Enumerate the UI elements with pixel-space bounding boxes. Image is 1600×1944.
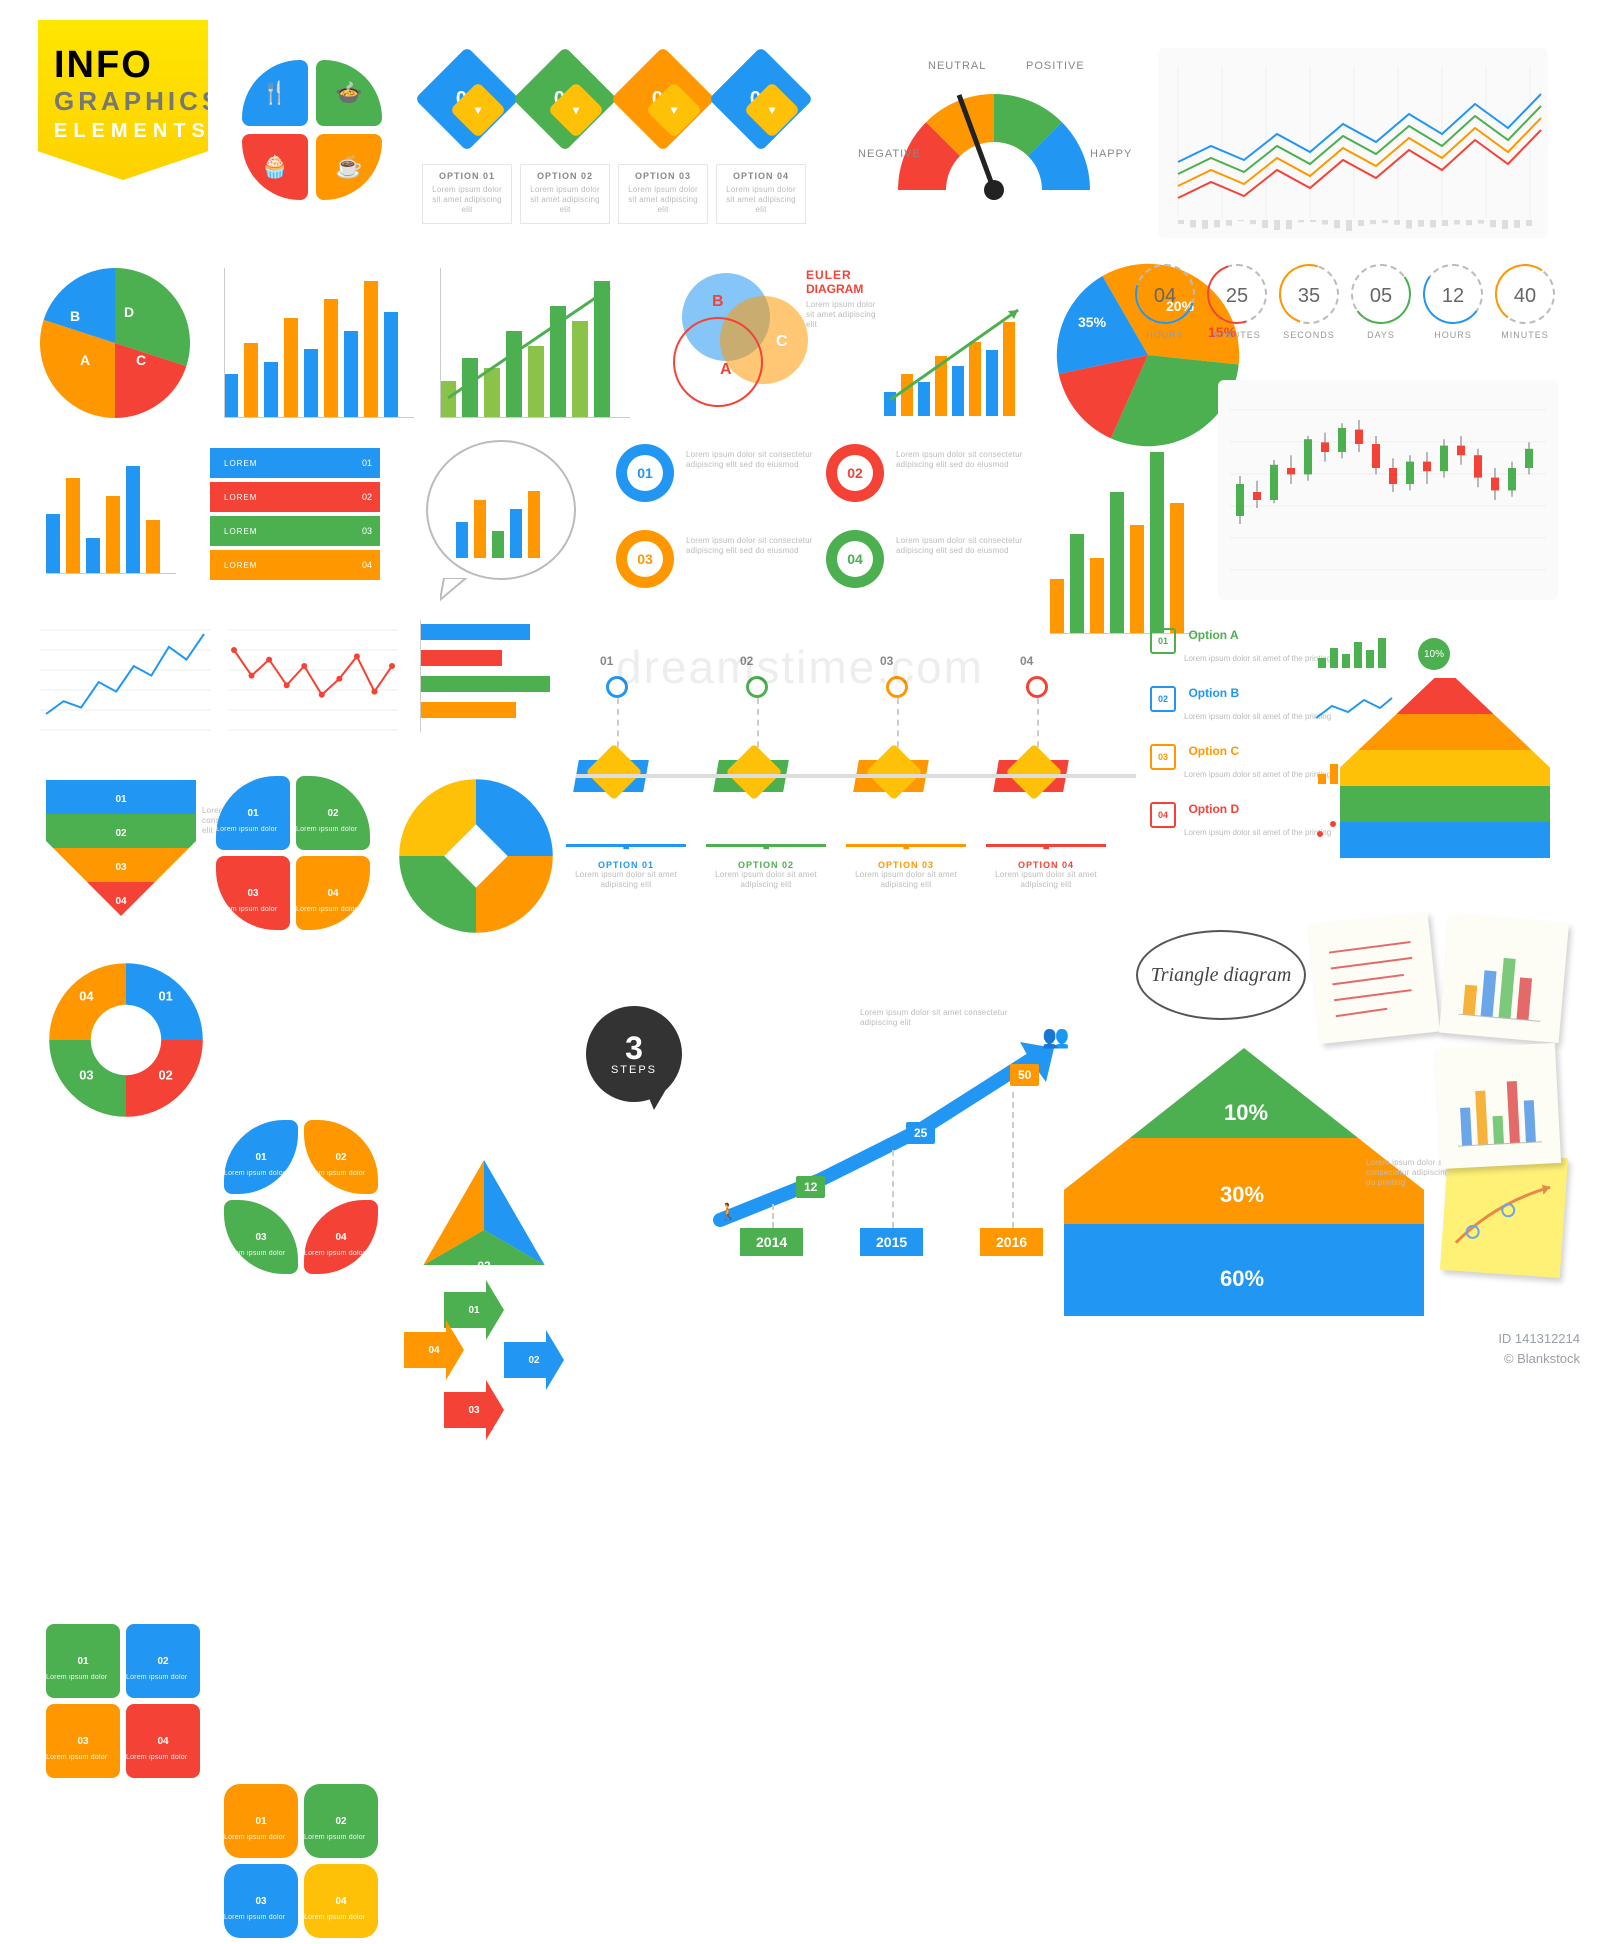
pie-small-b: B — [70, 308, 80, 324]
candlestick-chart — [1218, 380, 1558, 600]
dish-icon: 🍲 — [316, 60, 382, 126]
countdown-row: 04HOURS 25MINUTES 35SECONDS 05DAYS 12HOU… — [1130, 264, 1570, 364]
pie-inner — [396, 776, 556, 936]
pie-small-a: A — [80, 352, 90, 368]
three-steps-label: STEPS — [611, 1064, 657, 1076]
pyramid-big-l1: 10% — [1224, 1100, 1268, 1126]
circle-steps: 01 Lorem ipsum dolor sit consectetur adi… — [616, 444, 1036, 614]
svg-text:02: 02 — [477, 1259, 491, 1273]
pie-pct-b: 30% — [1144, 384, 1172, 400]
food-quad: 🍴 🍲 🧁 ☕ — [238, 56, 388, 206]
mini-bars — [46, 454, 176, 574]
cup-icon: ☕ — [316, 134, 382, 200]
triangle-callout-text: Triangle diagram — [1151, 964, 1292, 987]
svg-text:01: 01 — [115, 794, 127, 805]
euler-c: C — [776, 333, 788, 350]
three-steps-bubble: 3 STEPS — [586, 1006, 682, 1102]
sticky-note-bars — [1439, 913, 1569, 1043]
svg-text:01: 01 — [512, 1199, 526, 1213]
area-chart — [1158, 48, 1548, 238]
hbar-four — [420, 624, 590, 734]
svg-text:03: 03 — [79, 1068, 93, 1083]
pie-small-c: C — [136, 352, 146, 368]
euler-b: B — [712, 293, 724, 310]
diamond-steps: 01▾OPTION 01Lorem ipsum dolor sit amet a… — [420, 44, 820, 244]
flower-quad: 01Lorem ipsum dolor02Lorem ipsum dolor03… — [216, 776, 376, 936]
cupcake-icon: 🧁 — [242, 134, 308, 200]
sticky-note-arrow — [1440, 1150, 1568, 1278]
gauge-label-neutral: NEUTRAL — [928, 60, 986, 72]
rounded-quad: 01Lorem ipsum dolor02Lorem ipsum dolor03… — [224, 1784, 384, 1944]
pie-pct-a: 35% — [1078, 314, 1106, 330]
hbar-list: LOREM 01 LOREM 02 LOREM 03 LOREM 04 — [210, 448, 400, 588]
svg-text:03: 03 — [115, 862, 127, 873]
svg-text:01: 01 — [158, 988, 172, 1003]
bars-green-arrow — [440, 268, 630, 418]
title-line1: INFO — [54, 44, 153, 87]
pie-small: A B C D — [40, 268, 190, 418]
leaf-quad: 01Lorem ipsum dolor02Lorem ipsum dolor03… — [224, 1120, 384, 1280]
euler-lorem: Lorem ipsum dolor sit amet adipiscing el… — [806, 300, 876, 330]
sticky-note-lines — [1308, 912, 1440, 1044]
pyramid-layers-small — [1340, 658, 1550, 868]
three-steps-number: 3 — [625, 1032, 643, 1064]
svg-text:02: 02 — [158, 1068, 172, 1083]
tall-bars — [1050, 434, 1200, 634]
title-line2: GRAPHICS — [54, 86, 223, 117]
gauge: NEGATIVE NEUTRAL POSITIVE HAPPY — [854, 40, 1134, 220]
svg-text:03: 03 — [443, 1199, 457, 1213]
title-line3: ELEMENTS — [54, 120, 211, 143]
square-quad: 01Lorem ipsum dolor02Lorem ipsum dolor03… — [46, 1624, 206, 1784]
utensils-icon: 🍴 — [242, 60, 308, 126]
gauge-label-negative: NEGATIVE — [858, 148, 921, 160]
euler-title2: DIAGRAM — [806, 282, 863, 296]
mini-bars-arrow — [884, 296, 1034, 416]
pyramid-big-l2: 30% — [1220, 1182, 1264, 1208]
line-blue — [40, 610, 210, 740]
pyramid-4step: 04030201 Lorem ipsum dolor sit consectet… — [46, 776, 196, 926]
euler-diagram: A B C EULER DIAGRAM Lorem ipsum dolor si… — [656, 262, 866, 422]
triangle-three: 01 02 03 — [404, 1144, 564, 1304]
svg-text:02: 02 — [115, 828, 127, 839]
pie-small-d: D — [124, 304, 134, 320]
pyramid-big-l3: 60% — [1220, 1266, 1264, 1292]
donut-quad: 01 02 03 04 — [46, 960, 206, 1120]
euler-a: A — [720, 361, 732, 378]
title-badge: INFO GRAPHICS ELEMENTS — [38, 20, 208, 180]
svg-text:04: 04 — [79, 988, 94, 1003]
timeline: 01 02 03 04 2005 2010 2015 2020 ❝ OPTION… — [576, 676, 1136, 976]
credit-author: © Blankstock — [1504, 1351, 1580, 1366]
pyramid-big: 10% 30% 60% Lorem ipsum dolor sit amet c… — [1064, 1028, 1424, 1328]
gauge-label-happy: HAPPY — [1090, 148, 1132, 160]
bubble-bar-chart — [426, 440, 586, 600]
growth-chart: 1225502014 2015 2016 Lorem ipsum dolor s… — [700, 980, 1120, 1260]
credit-id: ID 141312214 — [1498, 1331, 1580, 1346]
gauge-label-positive: POSITIVE — [1026, 60, 1085, 72]
triangle-callout: Triangle diagram — [1136, 930, 1306, 1020]
euler-title1: EULER — [806, 268, 852, 282]
sticky-note-bars-2 — [1435, 1043, 1561, 1169]
svg-text:04: 04 — [115, 896, 127, 907]
bars-blue-orange — [224, 268, 414, 418]
line-red — [228, 610, 398, 740]
